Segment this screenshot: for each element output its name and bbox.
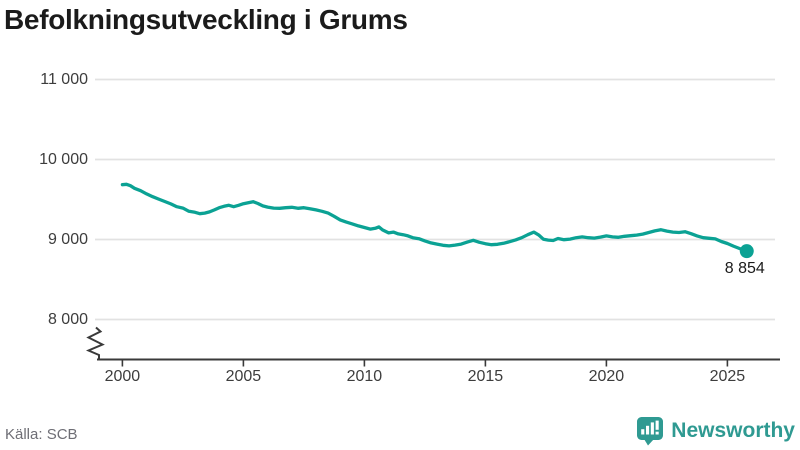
y-tick-label: 9 000 xyxy=(47,230,88,248)
newsworthy-brand-name: Newsworthy xyxy=(671,419,795,442)
x-tick-label: 2015 xyxy=(467,368,504,385)
x-tick-label: 2010 xyxy=(346,368,383,385)
y-tick-label: 10 000 xyxy=(39,150,88,168)
source-note: Källa: SCB xyxy=(5,426,78,443)
y-tick-label: 8 000 xyxy=(47,310,88,328)
y-tick-label: 11 000 xyxy=(40,70,88,88)
x-tick-label: 2000 xyxy=(104,368,141,385)
population-series-line xyxy=(120,182,749,253)
y-axis-break-icon xyxy=(85,326,105,359)
x-tick-label: 2005 xyxy=(225,368,262,385)
chart-title: Befolkningsutveckling i Grums xyxy=(4,4,408,35)
newsworthy-brand-link[interactable]: Newsworthy xyxy=(636,415,795,447)
newsworthy-logo-icon xyxy=(637,417,664,446)
last-value-dot xyxy=(739,244,754,259)
last-value-label: 8 854 xyxy=(724,260,765,278)
x-tick-label: 2025 xyxy=(709,368,746,385)
x-tick-label: 2020 xyxy=(588,368,625,385)
